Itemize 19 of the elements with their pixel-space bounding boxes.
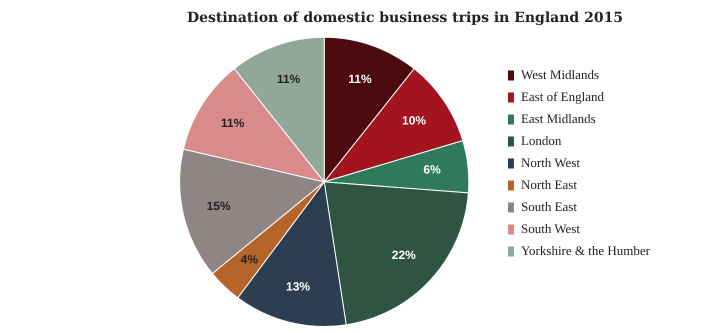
legend-label: North East bbox=[520, 176, 578, 192]
data-label: 13% bbox=[286, 279, 310, 294]
data-label: 4% bbox=[240, 252, 258, 267]
legend-label: Yorkshire & the Humber bbox=[520, 242, 651, 258]
data-label: 11% bbox=[276, 72, 301, 86]
legend-label: North West bbox=[520, 154, 580, 170]
data-label: 10% bbox=[402, 113, 426, 128]
data-label: 11% bbox=[220, 116, 245, 130]
legend-label: South East bbox=[520, 198, 578, 214]
data-label: 6% bbox=[423, 162, 442, 177]
legend-label: South West bbox=[520, 220, 580, 236]
legend-label: East Midlands bbox=[520, 110, 596, 126]
chart-title: Destination of domestic business trips in England 2015 bbox=[186, 10, 624, 26]
data-label: 22% bbox=[392, 248, 416, 262]
data-label: 15% bbox=[206, 198, 231, 213]
legend-label: West Midlands bbox=[520, 66, 600, 82]
legend-label: London bbox=[520, 132, 562, 148]
legend-label: East of England bbox=[520, 88, 605, 104]
data-label: 11% bbox=[348, 72, 372, 86]
